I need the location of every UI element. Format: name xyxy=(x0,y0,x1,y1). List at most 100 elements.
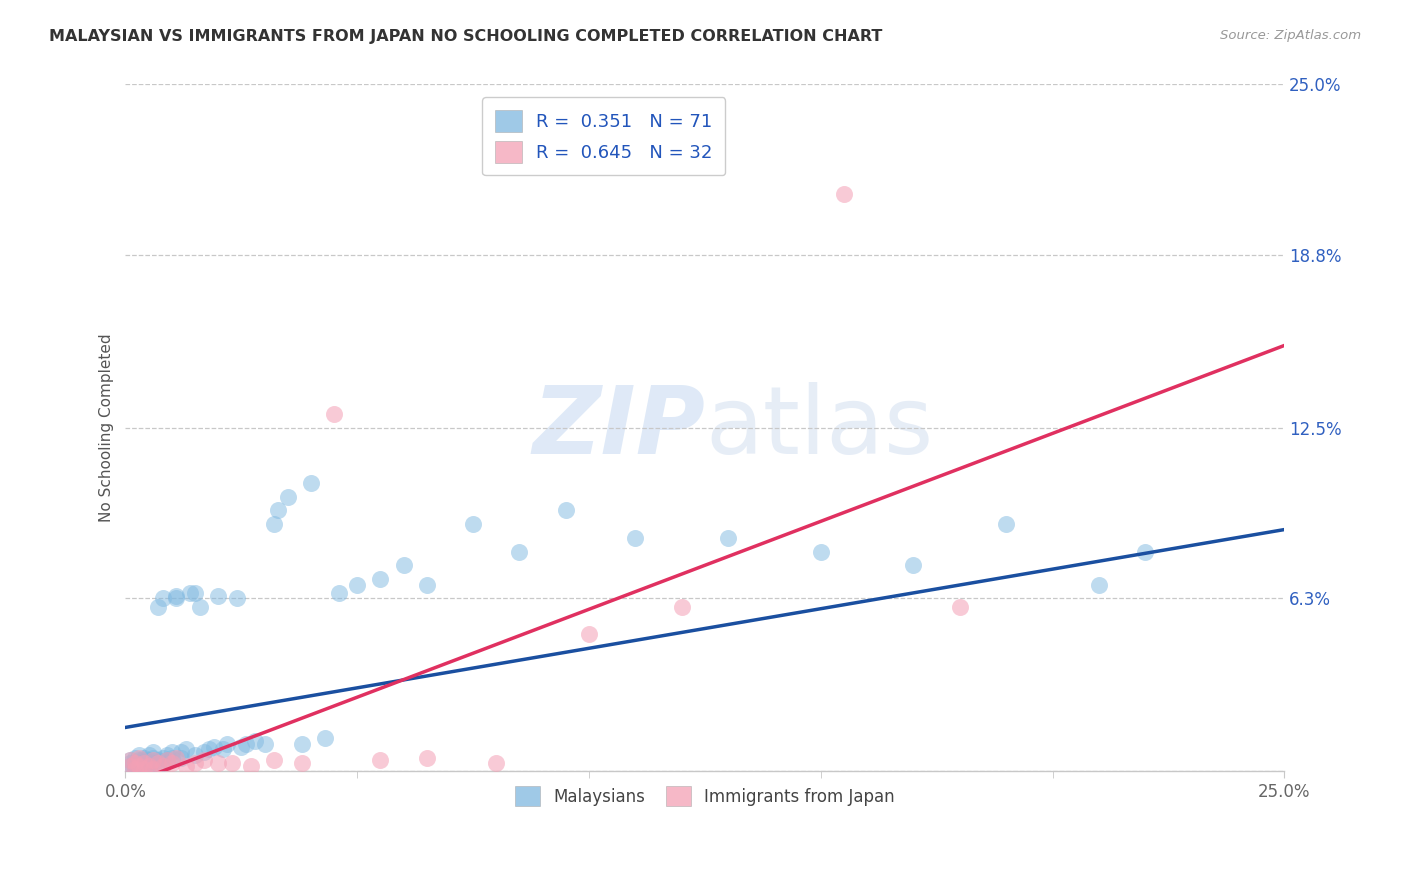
Point xyxy=(949,599,972,614)
Point xyxy=(416,577,439,591)
Point xyxy=(198,742,221,756)
Point xyxy=(142,762,165,776)
Point xyxy=(235,737,257,751)
Point xyxy=(160,750,183,764)
Point xyxy=(239,759,262,773)
Point xyxy=(188,599,211,614)
Point xyxy=(156,747,179,762)
Point xyxy=(207,756,229,771)
Point xyxy=(554,503,576,517)
Point xyxy=(202,739,225,754)
Point xyxy=(995,517,1018,532)
Point xyxy=(392,558,415,573)
Point xyxy=(207,589,229,603)
Point xyxy=(263,753,285,767)
Point xyxy=(184,756,207,771)
Point xyxy=(277,490,299,504)
Point xyxy=(291,737,314,751)
Point xyxy=(174,759,197,773)
Point xyxy=(124,756,146,771)
Text: atlas: atlas xyxy=(704,382,934,474)
Point xyxy=(323,407,346,421)
Point xyxy=(138,762,160,776)
Point xyxy=(170,745,193,759)
Point xyxy=(1088,577,1111,591)
Text: Source: ZipAtlas.com: Source: ZipAtlas.com xyxy=(1220,29,1361,42)
Point xyxy=(128,753,150,767)
Point xyxy=(671,599,693,614)
Point xyxy=(146,753,169,767)
Point xyxy=(193,745,215,759)
Point xyxy=(193,753,215,767)
Point xyxy=(231,739,253,754)
Point xyxy=(124,756,146,771)
Point xyxy=(124,759,146,773)
Point xyxy=(146,759,169,773)
Point xyxy=(314,731,336,746)
Point xyxy=(132,759,155,773)
Point xyxy=(217,737,239,751)
Text: ZIP: ZIP xyxy=(531,382,704,474)
Point xyxy=(166,589,188,603)
Point xyxy=(1135,544,1157,558)
Point xyxy=(174,742,197,756)
Point xyxy=(152,759,174,773)
Point xyxy=(146,756,169,771)
Point xyxy=(416,750,439,764)
Legend: Malaysians, Immigrants from Japan: Malaysians, Immigrants from Japan xyxy=(508,778,903,814)
Y-axis label: No Schooling Completed: No Schooling Completed xyxy=(100,334,114,522)
Point xyxy=(903,558,925,573)
Point xyxy=(132,756,155,771)
Point xyxy=(132,753,155,767)
Point xyxy=(810,544,832,558)
Point xyxy=(267,503,290,517)
Point xyxy=(463,517,485,532)
Point xyxy=(124,750,146,764)
Point xyxy=(508,544,530,558)
Point xyxy=(253,737,276,751)
Point xyxy=(128,756,150,771)
Point xyxy=(146,599,169,614)
Point xyxy=(717,531,740,545)
Text: MALAYSIAN VS IMMIGRANTS FROM JAPAN NO SCHOOLING COMPLETED CORRELATION CHART: MALAYSIAN VS IMMIGRANTS FROM JAPAN NO SC… xyxy=(49,29,883,44)
Point xyxy=(138,759,160,773)
Point xyxy=(128,747,150,762)
Point xyxy=(124,762,146,776)
Point xyxy=(166,750,188,764)
Point xyxy=(152,591,174,606)
Point xyxy=(370,753,392,767)
Point xyxy=(138,747,160,762)
Point xyxy=(170,750,193,764)
Point xyxy=(120,753,142,767)
Point xyxy=(156,753,179,767)
Point xyxy=(370,572,392,586)
Point xyxy=(184,586,207,600)
Point xyxy=(624,531,647,545)
Point xyxy=(142,756,165,771)
Point xyxy=(160,745,183,759)
Point xyxy=(156,753,179,767)
Point xyxy=(346,577,368,591)
Point xyxy=(120,753,142,767)
Point xyxy=(142,753,165,767)
Point xyxy=(152,750,174,764)
Point xyxy=(485,756,508,771)
Point xyxy=(142,750,165,764)
Point xyxy=(120,759,142,773)
Point xyxy=(166,591,188,606)
Point xyxy=(128,759,150,773)
Point xyxy=(211,742,233,756)
Point xyxy=(132,762,155,776)
Point xyxy=(120,756,142,771)
Point xyxy=(578,627,600,641)
Point xyxy=(221,756,243,771)
Point xyxy=(138,756,160,771)
Point xyxy=(291,756,314,771)
Point xyxy=(138,753,160,767)
Point xyxy=(179,586,201,600)
Point xyxy=(263,517,285,532)
Point xyxy=(132,750,155,764)
Point xyxy=(225,591,247,606)
Point xyxy=(160,756,183,771)
Point xyxy=(299,475,322,490)
